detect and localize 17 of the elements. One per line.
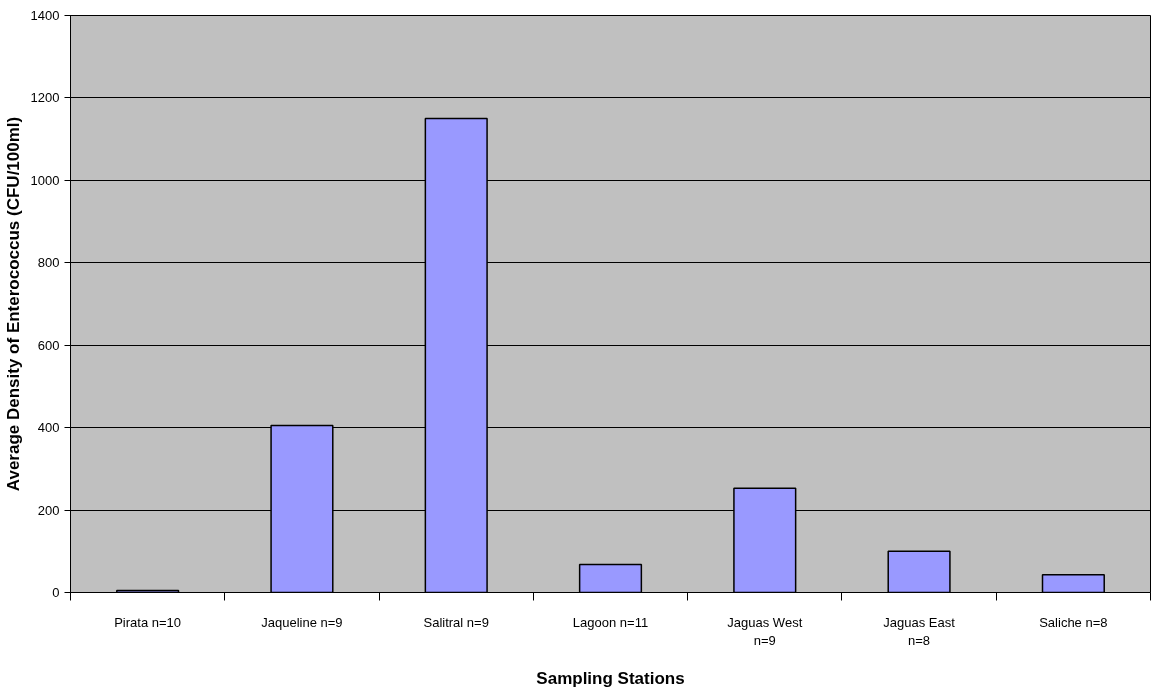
- y-tick-label: 1000: [30, 172, 60, 188]
- y-tick-label: 0: [52, 585, 60, 600]
- x-axis-title: Sampling Stations: [536, 668, 685, 688]
- y-tick-label: 600: [37, 337, 60, 353]
- x-tick-label: Jaguas West n=9: [727, 614, 803, 648]
- y-tick-label: 800: [37, 255, 60, 271]
- y-tick-label: 1200: [30, 90, 60, 106]
- x-tick-label: Jaqueline n=9: [261, 614, 343, 630]
- y-tick-label: 200: [37, 502, 60, 518]
- x-tick-label: Lagoon n=11: [572, 614, 649, 630]
- y-tick-label: 1400: [30, 8, 60, 23]
- x-tick-label: Saliche n=8: [1039, 614, 1108, 630]
- y-tick-label: 400: [37, 420, 60, 436]
- x-tick-label: Salitral n=9: [423, 614, 489, 630]
- y-axis-title: Average Density of Enterococcus (CFU/100ml): [3, 116, 23, 492]
- x-tick-label: Jaguas East n=8: [883, 614, 956, 648]
- x-tick-label: Pirata n=10: [114, 614, 182, 630]
